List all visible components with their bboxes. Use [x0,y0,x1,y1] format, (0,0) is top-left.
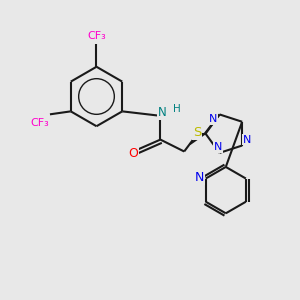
Text: N: N [214,142,222,152]
Text: CF₃: CF₃ [30,118,49,128]
Text: N: N [242,135,251,145]
Text: CF₃: CF₃ [87,31,106,41]
Text: N: N [194,170,204,184]
Text: O: O [128,147,138,160]
Text: H: H [173,104,181,114]
Text: S: S [193,126,201,139]
Text: N: N [209,114,217,124]
Text: N: N [158,106,167,119]
